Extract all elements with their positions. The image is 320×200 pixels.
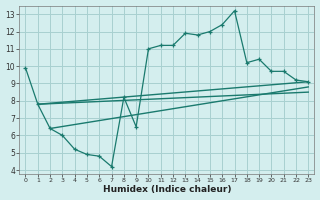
X-axis label: Humidex (Indice chaleur): Humidex (Indice chaleur) — [103, 185, 231, 194]
